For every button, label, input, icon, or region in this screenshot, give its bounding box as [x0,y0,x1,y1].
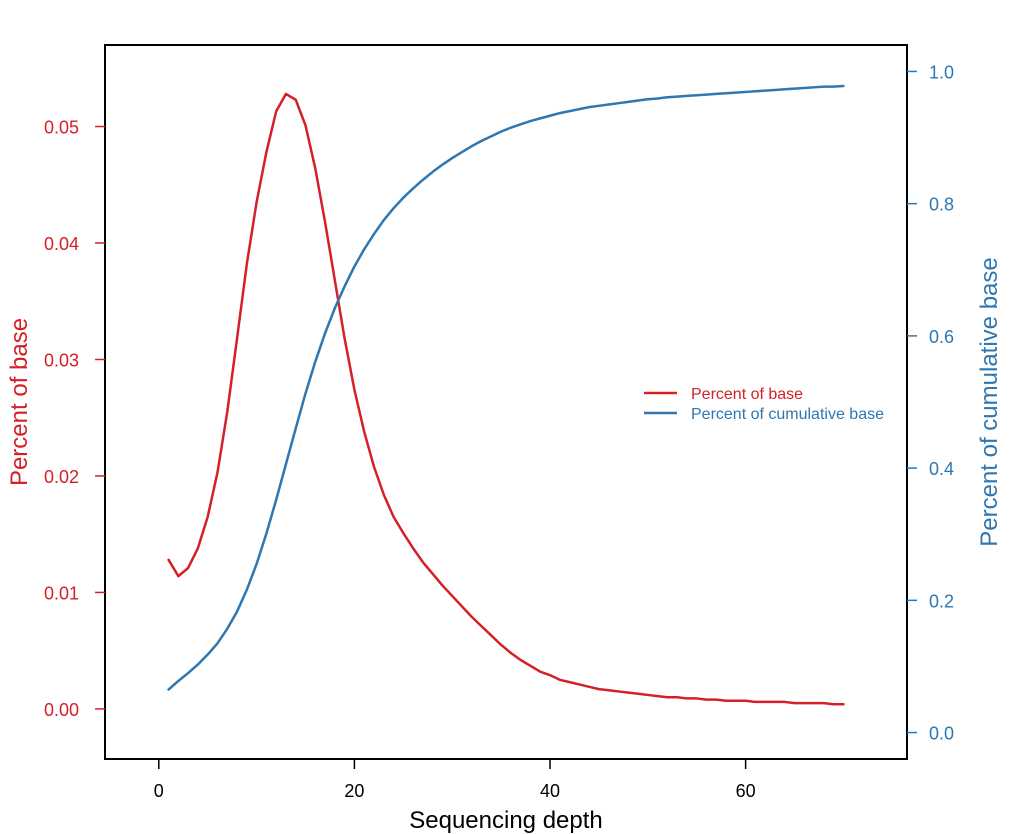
left-y-axis-label: Percent of base [6,318,33,486]
legend: Percent of base Percent of cumulative ba… [644,386,884,423]
x-tick-label: 40 [540,781,560,801]
left-y-tick-label: 0.02 [44,467,79,487]
right-y-tick-label: 0.0 [929,724,954,744]
x-tick-label: 20 [344,781,364,801]
x-tick-label: 0 [154,781,164,801]
right-y-tick-label: 1.0 [929,62,954,82]
right-y-tick-label: 0.2 [929,591,954,611]
series-line-percent-of-cumulative-base [167,84,845,691]
right-y-axis-label: Percent of cumulative base [976,257,1003,547]
right-y-tick-label: 0.4 [929,459,954,479]
left-y-tick-label: 0.04 [44,234,79,254]
left-y-tick-label: 0.05 [44,118,79,138]
series-line-percent-of-base [167,92,845,706]
left-y-tick-label: 0.01 [44,583,79,603]
right-y-tick-label: 0.6 [929,327,954,347]
x-tick-label: 60 [736,781,756,801]
legend-label-percent-of-base: Percent of base [691,386,803,403]
right-y-tick-label: 0.8 [929,195,954,215]
x-axis-label: Sequencing depth [409,807,603,834]
legend-label-percent-of-cumulative-base: Percent of cumulative base [691,406,884,423]
axis-layer: 0 20 40 60 0.00 0.01 0.02 0.03 0.04 0.05 0.0 0.2 0.4… [44,62,954,801]
left-y-tick-label: 0.03 [44,350,79,370]
series-layer [167,84,845,706]
left-y-tick-label: 0.00 [44,700,79,720]
plot-frame [104,44,908,760]
